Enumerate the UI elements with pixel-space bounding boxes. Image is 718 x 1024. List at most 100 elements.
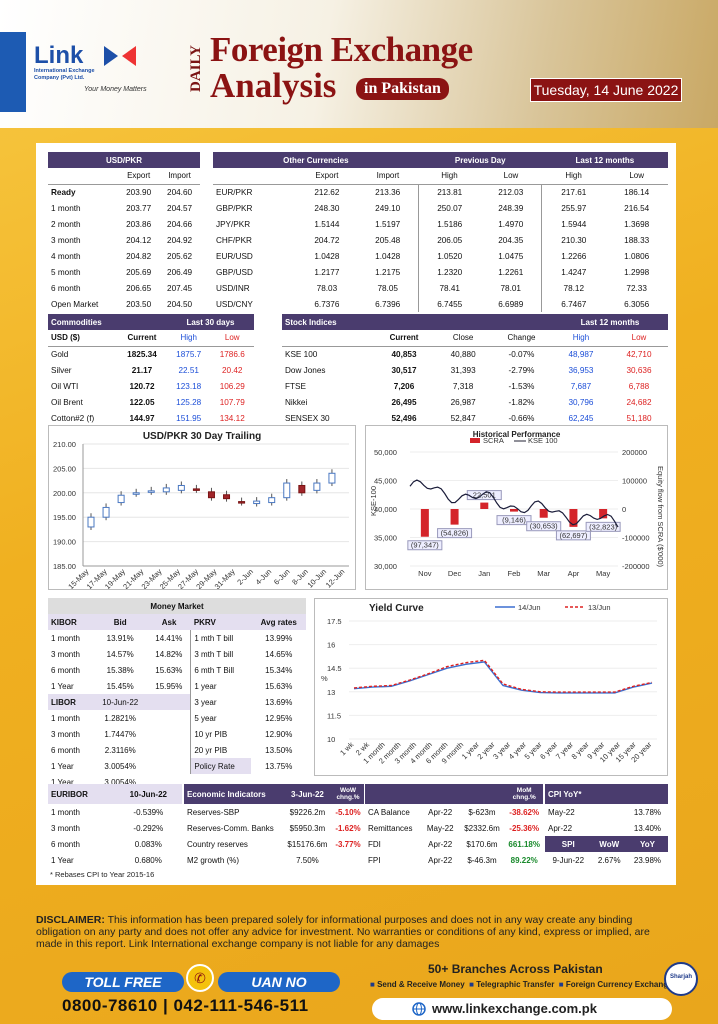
cell-value: 1.5144	[314, 219, 340, 229]
table-row: Reserves-Comm. Banks $5950.3m -1.62%	[184, 820, 364, 836]
row-label: USD/CNY	[213, 296, 297, 312]
pkrv-tenor: 6 mth T Bill	[190, 662, 252, 678]
contact-numbers[interactable]: 0800-78610 | 042-111-546-511	[62, 996, 309, 1015]
euribor-date: 10-Jun-22	[114, 784, 182, 804]
table-row: Ready 203.90 204.60	[48, 184, 200, 200]
legend-label: 13/Jun	[588, 603, 611, 612]
cell-high: 22.51	[166, 362, 211, 378]
cell-value: 206.05	[418, 232, 481, 248]
pkrv-rate: 13.99%	[265, 633, 293, 643]
data-label-box	[437, 528, 473, 539]
yield-line	[353, 661, 653, 694]
pkrv-rate: 12.95%	[251, 710, 306, 726]
website-bar[interactable]: www.linkexchange.com.pk	[372, 998, 672, 1020]
econ-value: $15176.6m	[287, 839, 328, 849]
econ-label: Reserves-Comm. Banks	[184, 820, 283, 836]
toll-free-label: TOLL FREE	[62, 972, 184, 992]
cell-current: 120.72	[129, 381, 155, 391]
cell-export: 203.50	[118, 296, 160, 312]
col-current: Current	[372, 330, 436, 347]
stock-indices-table: Stock Indices Last 12 months Current Close…	[282, 314, 668, 426]
cell-value: 1.2266	[541, 248, 606, 264]
commodities-title: Commodities	[48, 314, 167, 330]
candle	[238, 501, 246, 504]
table-row: KSE 100 40,853 40,880 -0.07% 48,987 42,710	[282, 346, 668, 362]
cell-close: 7,318	[452, 381, 474, 391]
pkrv-rate: 13.69%	[265, 697, 293, 707]
cell-value: 6.7396	[357, 296, 419, 312]
cell-value: 213.36	[375, 187, 401, 197]
legend-label: KSE 100	[528, 436, 558, 445]
candle	[147, 490, 155, 493]
candle	[328, 472, 336, 484]
y-tick-label: 40,000	[374, 505, 397, 514]
spi-col: SPI	[545, 836, 592, 852]
bop-change: 89.22%	[505, 852, 543, 868]
row-label: Cotton#2 (f)	[51, 413, 95, 423]
report-title-line2: Analysis	[210, 66, 337, 105]
col-avg-rates: Avg rates	[251, 614, 306, 630]
econ-label: Reserves-SBP	[187, 807, 240, 817]
logo-text: Link	[34, 42, 84, 69]
cell-current: 26,495	[372, 394, 436, 410]
cell-value: 204.35	[480, 232, 542, 248]
cell-value: 6.3056	[605, 296, 668, 312]
kibor-tenor: 6 month	[51, 665, 80, 675]
col-high: High	[541, 168, 606, 185]
cell-low: 20.42	[210, 362, 254, 378]
econ-change: -5.10%	[335, 807, 361, 817]
table-row: 1 month -0.539%	[48, 804, 182, 820]
bop-change: -25.36%	[505, 820, 543, 836]
table-row: EUR/USD 1.0428 1.0428 1.0520 1.0475 1.2266 1.0…	[213, 248, 668, 264]
kibor-tenor: 1 Year	[48, 678, 94, 694]
cell-value: 78.05	[377, 283, 398, 293]
pkrv-tenor: 10 yr PIB	[190, 726, 252, 742]
y-tick-label: 17.5	[327, 617, 342, 626]
disclaimer: DISCLAIMER: This information has been pr…	[36, 914, 676, 950]
bop-label: FDI	[368, 839, 381, 849]
cell-value: 1.2998	[605, 264, 668, 280]
cell-import: 204.92	[159, 232, 200, 248]
data-label: (62,697)	[559, 531, 587, 540]
col-low: Low	[210, 330, 254, 347]
cell-close: 26,987	[435, 394, 491, 410]
cell-value: 1.4970	[498, 219, 524, 229]
previous-day-title: Previous Day	[418, 152, 542, 168]
cell-import: 206.49	[159, 264, 200, 280]
report-date: Tuesday, 14 June 2022	[530, 78, 682, 102]
col-bid: Bid	[93, 614, 148, 630]
yield-curve-panel: Yield Curve 14/Jun 13/Jun 17.5 16 14.5 13 11.5…	[314, 598, 668, 776]
cell-value: 78.01	[500, 283, 522, 293]
econ-date: 3-Jun-22	[282, 784, 332, 804]
y-tick-label: 205.00	[53, 464, 76, 473]
cell-export: 203.90	[126, 187, 152, 197]
cell-value: 6.6989	[480, 296, 542, 312]
row-label: CHF/PKR	[213, 232, 297, 248]
bop-change: -38.62%	[509, 807, 540, 817]
x-tick-label: Feb	[508, 569, 521, 578]
cell-value: 1.0428	[314, 251, 340, 261]
euribor-rate: 0.083%	[134, 839, 162, 849]
data-label: (32,823)	[589, 522, 617, 531]
cell-value: 1.5944	[541, 216, 606, 232]
row-label: USD/INR	[216, 283, 250, 293]
cell-value: 212.03	[498, 187, 524, 197]
cell-low: 107.79	[210, 394, 254, 410]
money-market-title: Money Market	[48, 598, 306, 614]
services-list: ■ Send & Receive Money ■ Telegraphic Tra…	[370, 980, 673, 989]
cpi-month: Apr-22	[545, 820, 592, 836]
col-close: Close	[435, 330, 491, 347]
cell-change: -1.82%	[490, 394, 552, 410]
col-change: Change	[490, 330, 552, 347]
x-tick-label: 10-Jun	[306, 567, 329, 589]
cell-value: 78.41	[418, 280, 481, 296]
row-label: EUR/PKR	[216, 187, 253, 197]
legend-swatch	[470, 438, 480, 443]
econ-change: -1.62%	[332, 820, 364, 836]
candle	[192, 488, 200, 491]
legend-label: SCRA	[483, 436, 504, 445]
table-row: JPY/PKR 1.5144 1.5197 1.5186 1.4970 1.5944 1.3…	[213, 216, 668, 232]
website-link[interactable]: www.linkexchange.com.pk	[432, 1001, 597, 1016]
logo-mark-icon	[104, 46, 136, 66]
table-row: Gold 1825.34 1875.7 1786.6	[48, 346, 254, 362]
